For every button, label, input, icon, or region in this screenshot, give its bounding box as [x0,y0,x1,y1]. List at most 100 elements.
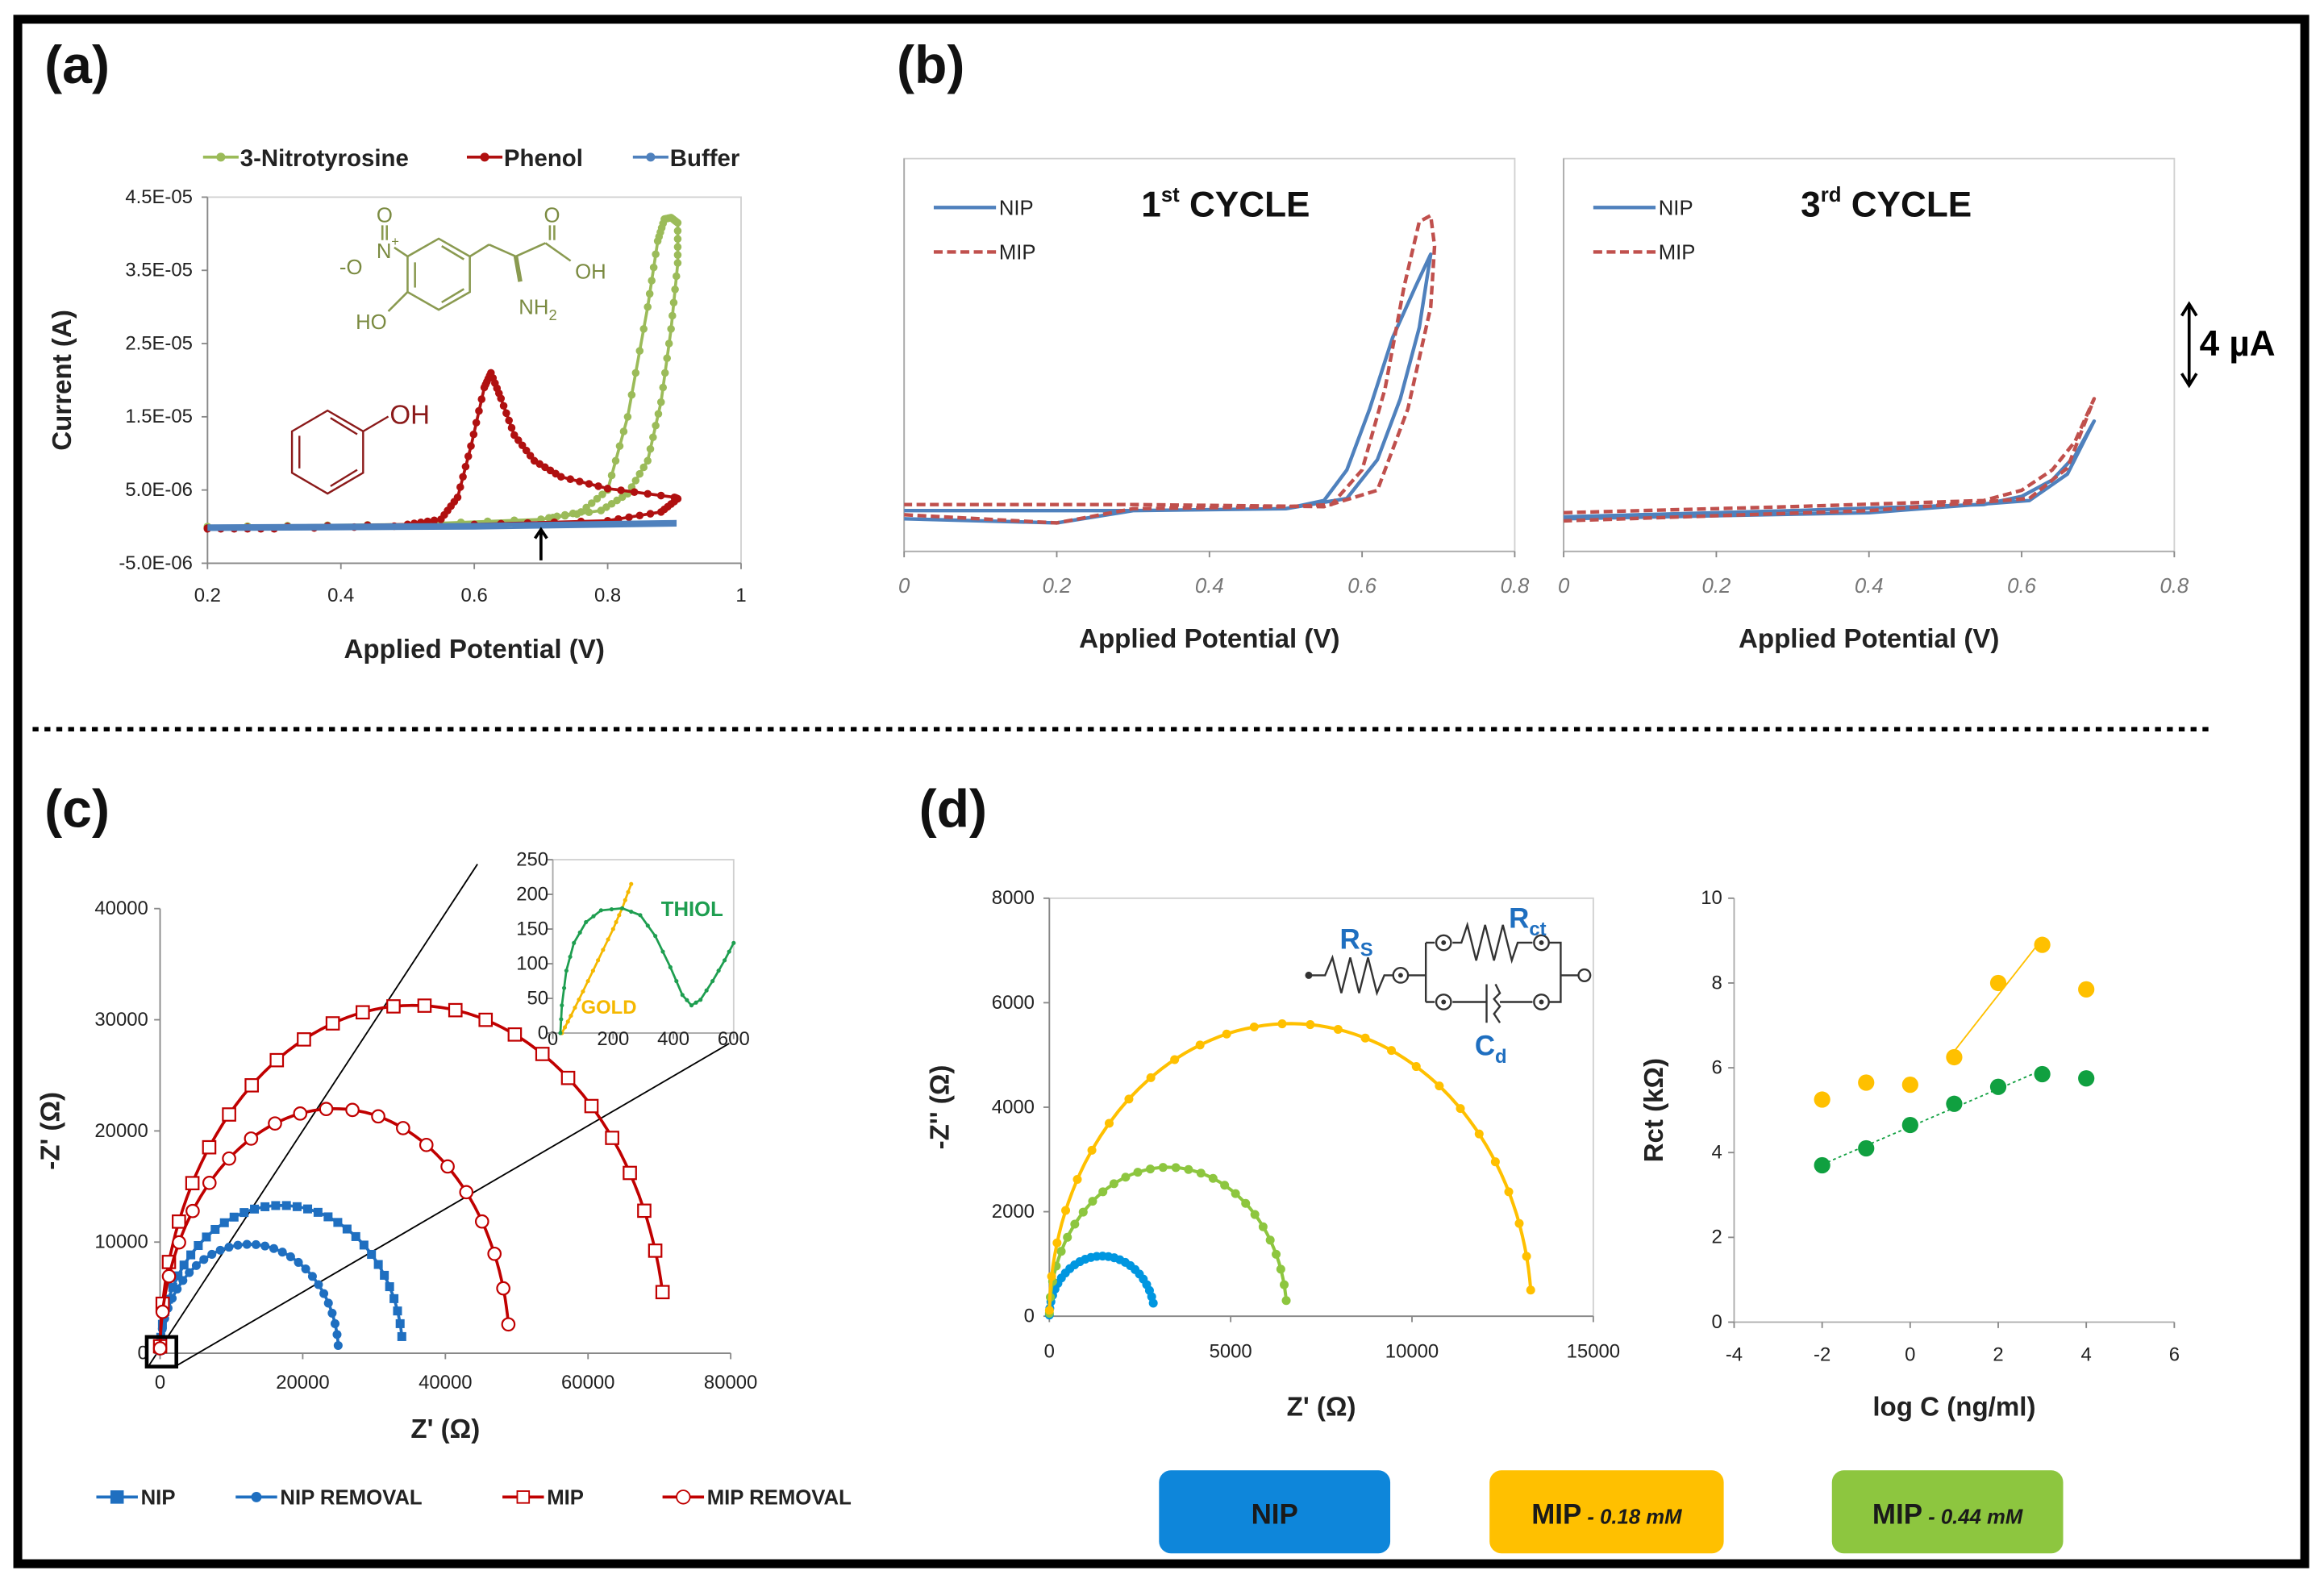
y-tick-label: 4 [1711,1142,1722,1164]
circuit-wires [1408,941,1581,1003]
legend-item: MIP REMOVAL [662,1487,852,1510]
inset-thiol-point [716,969,721,973]
data-point [646,510,655,518]
x-tick-label: 0.4 [1195,575,1224,598]
phenol-structure [290,409,389,495]
y-tick-label: 8000 [992,887,1035,909]
data-point [639,463,648,472]
title-num: 3 [1801,185,1821,224]
inset-gold-point [626,889,631,894]
circuit-node-dot [1539,999,1544,1005]
inset-label-gold: GOLD [581,997,637,1019]
data-point [202,1139,217,1155]
data-point [656,398,665,406]
y-tick-label: -5.0E-06 [119,552,193,574]
data-point [631,369,640,377]
legend-marker [646,152,656,162]
data-point [1098,1187,1108,1197]
y-axis-title: -Z' (Ω) [36,1092,66,1170]
data-point [507,1027,523,1042]
chart-b1: 0 0.2 0.4 0.6 0.8 Applied Potential (V) NIP MIP… [898,157,1530,654]
data-point [355,1005,370,1020]
data-point [323,1298,333,1308]
inset-thiol-point [680,993,685,998]
data-point [1814,1091,1830,1108]
resistor-rct-icon [1452,921,1533,964]
series-line-nip [1564,419,2097,521]
data-point [652,250,660,259]
data-point [173,1284,182,1294]
data-point [649,263,658,272]
circuit-node-dot [1441,999,1447,1005]
data-point [330,1318,340,1328]
y-tick-label: 250 [516,848,548,870]
inset-gold-point [569,1014,573,1019]
legend-d-mip044-text: MIP - 0.44 mM [1872,1498,2023,1530]
data-point [593,494,602,503]
inset-thiol-point [577,930,582,935]
equivalent-circuit-diagram [1305,921,1592,1023]
label-rs: RS [1340,923,1373,960]
inset-thiol-point [653,934,658,939]
legend-label: NIP [999,198,1034,220]
data-point [172,1235,186,1250]
data-point [1170,1055,1180,1064]
inset-thiol-point [731,940,736,945]
data-point [271,1201,281,1210]
x-tick-label: 0 [1905,1343,1915,1365]
zoom-guide-line [148,864,478,1368]
data-point [619,427,628,435]
legend-item: 3-Nitrotyrosine [202,145,409,172]
data-point [1109,1179,1118,1189]
inset-gold-point [629,881,634,886]
data-point [1070,1219,1080,1229]
data-point [260,1241,270,1251]
struct-o1: O [377,205,393,227]
data-point [314,1280,323,1289]
data-point [297,1032,311,1047]
data-point [1522,1252,1531,1261]
data-point [222,1151,236,1166]
data-point [459,1185,474,1200]
y-tick-label: 50 [527,987,549,1009]
data-point [224,1243,234,1252]
data-point [359,1240,369,1250]
legend-d-mip018-label: MIP [1531,1498,1581,1530]
title-num: 1 [1141,185,1161,224]
y-tick-label: 1.5E-05 [125,406,193,427]
data-point [367,1249,377,1260]
data-point [667,325,675,333]
inset-thiol-point [723,958,727,963]
circuit-node-dot [1441,940,1447,945]
label-rct: Rct [1509,903,1546,940]
data-point [185,1203,200,1218]
data-point [1250,1210,1260,1219]
data-point [631,477,640,485]
data-point [1858,1139,1875,1157]
legend-d-mip044-label: MIP [1872,1498,1922,1530]
y-tick-label: 10000 [94,1231,148,1253]
inset-label-thiol: THIOL [661,898,723,921]
data-point [268,1116,282,1131]
data-point [277,1248,287,1257]
x-tick-label: 0.6 [461,585,488,606]
label-rs-sub: S [1360,939,1373,961]
data-point [260,1202,270,1211]
legend-label: Phenol [504,145,583,172]
data-point [319,1102,334,1117]
data-point [630,488,639,496]
data-point [607,471,616,480]
data-point [1814,1156,1830,1174]
label-cd: Cd [1475,1031,1507,1068]
x-tick-label: 80000 [704,1372,757,1393]
series-3-nitrotyrosine [203,214,682,531]
legend-item: NIP [96,1487,175,1510]
legend-item: Phenol [466,145,583,172]
title-sup: rd [1821,184,1842,206]
data-point [623,1165,637,1181]
data-point [603,485,612,493]
legend-marker [251,1491,262,1502]
data-point [1306,1020,1315,1030]
data-point [643,456,652,465]
legend-label: NIP [141,1487,176,1510]
